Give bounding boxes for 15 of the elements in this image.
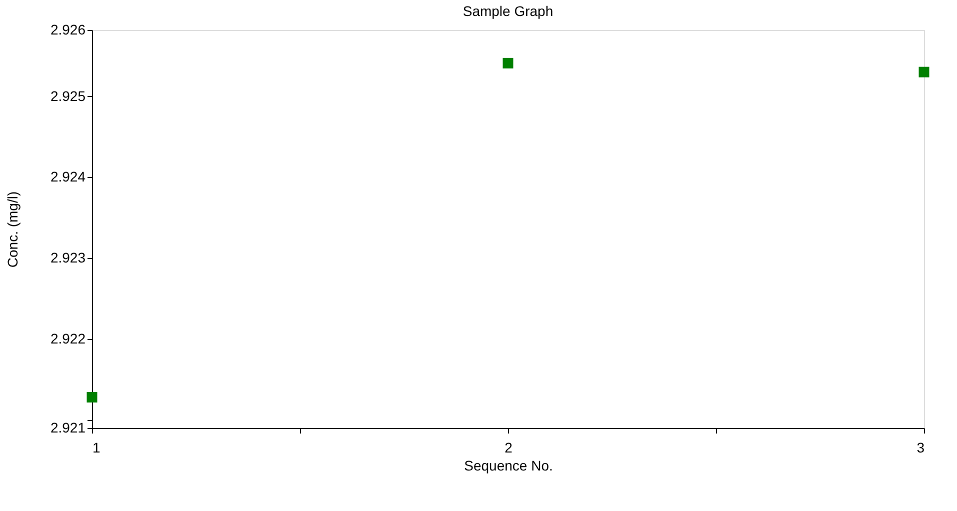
x-axis-title: Sequence No. xyxy=(464,458,553,474)
point xyxy=(502,58,514,68)
x-tick-label: 1 xyxy=(92,440,100,456)
y-tick-label: 2.923 xyxy=(50,250,86,266)
point xyxy=(86,392,98,403)
point xyxy=(918,66,930,78)
chart-title: Sample Graph xyxy=(462,3,554,19)
y-tick-label: 2.921 xyxy=(50,420,86,436)
y-axis-title: Conc. (mg/l) xyxy=(4,191,20,268)
y-tick-label: 2.922 xyxy=(50,330,86,347)
x-tick-label: 2 xyxy=(504,440,513,456)
y-tick-label: 2.925 xyxy=(50,88,86,104)
y-tick-label: 2.926 xyxy=(50,22,86,38)
x-tick-label: 3 xyxy=(916,440,925,456)
y-tick-label: 2.924 xyxy=(50,168,86,185)
